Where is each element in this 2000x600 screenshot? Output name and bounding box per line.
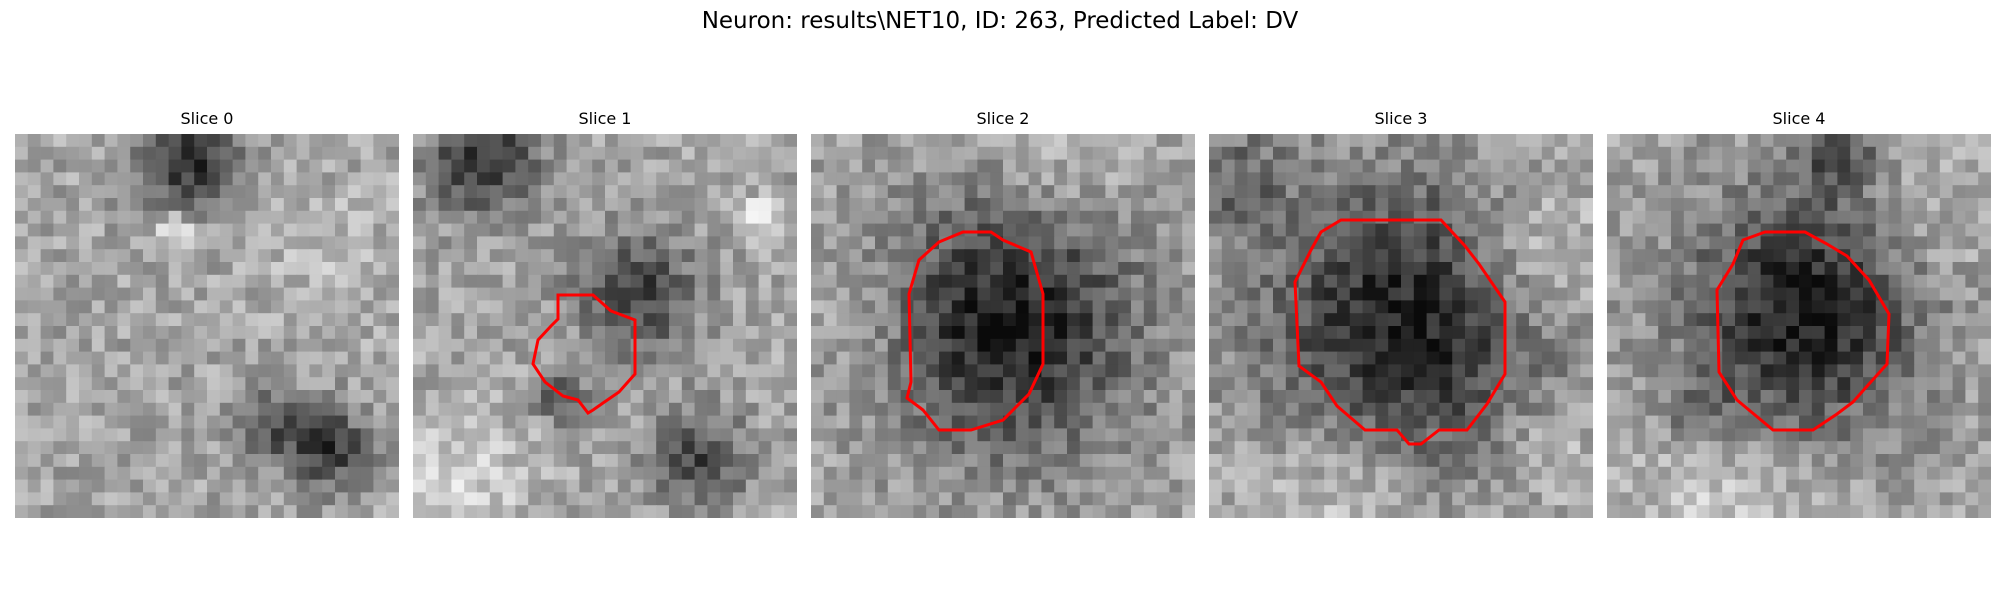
- roi-contour: [1715, 230, 1891, 432]
- slice-panel-4: Slice 4: [1607, 108, 1991, 518]
- slice-panel-2: Slice 2: [811, 108, 1195, 518]
- slice-panel-3: Slice 3: [1209, 108, 1593, 518]
- slice-title-1: Slice 1: [578, 109, 632, 128]
- figure-title: Neuron: results\NET10, ID: 263, Predicte…: [701, 8, 1299, 34]
- slice-image-4: [1607, 134, 1991, 518]
- slice-texture: [15, 134, 399, 518]
- slice-image-1: [413, 134, 797, 518]
- roi-contour: [905, 230, 1045, 432]
- roi-contour: [1293, 218, 1507, 446]
- slice-texture: [1209, 134, 1593, 518]
- slice-title-0: Slice 0: [180, 109, 234, 128]
- slice-image-3: [1209, 134, 1593, 518]
- slice-texture: [1607, 134, 1991, 518]
- slice-texture: [413, 134, 797, 518]
- slice-title-2: Slice 2: [976, 109, 1030, 128]
- slice-title-3: Slice 3: [1374, 109, 1428, 128]
- slice-image-2: [811, 134, 1195, 518]
- slice-texture: [811, 134, 1195, 518]
- slice-panel-1: Slice 1: [413, 108, 797, 518]
- slice-title-4: Slice 4: [1772, 109, 1826, 128]
- roi-contour: [531, 293, 637, 415]
- slice-panel-0: Slice 0: [15, 108, 399, 518]
- slice-image-0: [15, 134, 399, 518]
